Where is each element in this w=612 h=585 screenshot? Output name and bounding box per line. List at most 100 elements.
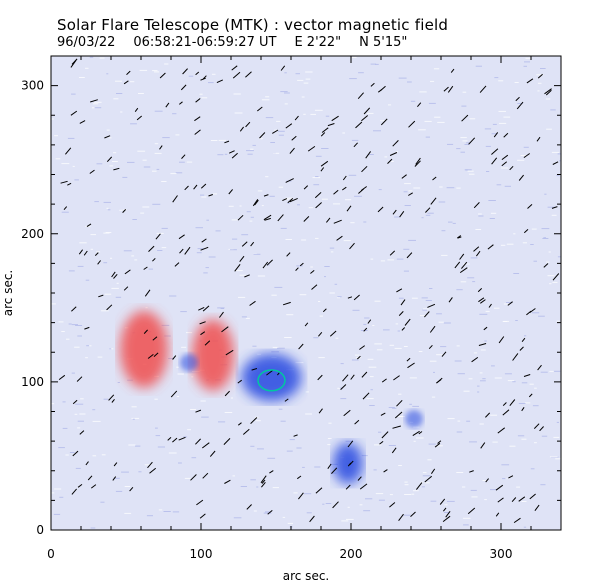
noise-speck — [456, 148, 461, 150]
noise-speck — [415, 437, 424, 439]
x-tick-label: 100 — [190, 547, 213, 561]
noise-speck — [117, 382, 120, 383]
noise-speck — [109, 165, 114, 167]
noise-speck — [169, 295, 177, 297]
noise-speck — [297, 204, 300, 206]
noise-speck — [376, 349, 383, 351]
field-vector — [347, 462, 352, 467]
field-vector — [415, 157, 421, 165]
noise-speck — [99, 57, 105, 59]
field-vector — [250, 417, 258, 424]
noise-speck — [156, 232, 164, 234]
noise-speck — [161, 227, 168, 229]
noise-speck — [313, 337, 319, 339]
field-vector — [537, 73, 543, 79]
noise-speck — [289, 439, 295, 441]
noise-speck — [131, 406, 137, 408]
noise-speck — [468, 378, 473, 380]
field-vector — [430, 468, 436, 474]
field-vector — [523, 374, 531, 377]
noise-speck — [361, 455, 368, 457]
field-vector — [551, 206, 558, 209]
noise-speck — [318, 301, 321, 302]
noise-speck — [90, 234, 96, 236]
noise-speck — [128, 444, 136, 446]
noise-speck — [250, 445, 255, 447]
noise-speck — [507, 380, 515, 382]
noise-speck — [218, 139, 227, 141]
noise-speck — [429, 288, 433, 289]
field-vector — [295, 267, 299, 271]
noise-speck — [154, 110, 163, 112]
noise-speck — [58, 321, 64, 323]
noise-speck — [467, 267, 470, 269]
noise-speck — [390, 161, 394, 162]
field-vector — [432, 176, 437, 181]
noise-speck — [218, 421, 226, 423]
noise-speck — [293, 492, 298, 494]
field-vector — [259, 132, 266, 139]
field-vector — [442, 515, 451, 522]
noise-speck — [489, 218, 495, 219]
noise-speck — [375, 493, 384, 495]
noise-speck — [556, 320, 560, 322]
field-vector — [111, 398, 115, 403]
field-vector — [289, 147, 295, 154]
noise-speck — [427, 212, 434, 214]
noise-speck — [340, 363, 344, 365]
field-vector — [76, 376, 83, 382]
noise-speck — [410, 100, 416, 102]
noise-speck — [156, 168, 160, 170]
noise-speck — [463, 263, 470, 265]
field-vector — [457, 235, 462, 239]
field-vector — [322, 308, 327, 313]
noise-speck — [378, 189, 382, 191]
noise-speck — [100, 501, 105, 503]
field-vector — [483, 326, 488, 331]
field-vector — [60, 180, 68, 184]
field-vector — [289, 197, 298, 203]
noise-speck — [325, 115, 330, 117]
noise-speck — [285, 198, 289, 200]
field-vector — [90, 99, 98, 103]
noise-speck — [332, 472, 337, 474]
field-vector — [219, 311, 224, 318]
noise-speck — [101, 454, 106, 456]
field-vector — [143, 266, 148, 270]
noise-speck — [556, 421, 559, 423]
field-vector — [513, 517, 521, 524]
field-vector — [346, 205, 352, 212]
field-vector — [310, 270, 315, 274]
noise-speck — [280, 227, 287, 229]
noise-speck — [284, 92, 290, 94]
noise-speck — [246, 211, 251, 213]
noise-speck — [228, 205, 234, 207]
field-vector — [148, 245, 155, 252]
noise-speck — [106, 129, 110, 131]
noise-speck — [130, 123, 137, 125]
field-vector — [261, 479, 266, 484]
noise-speck — [325, 503, 332, 504]
noise-speck — [397, 330, 400, 332]
field-vector — [441, 351, 447, 357]
noise-speck — [363, 323, 367, 325]
noise-speck — [257, 190, 263, 192]
field-vector — [174, 262, 180, 267]
field-vector — [437, 440, 442, 444]
noise-speck — [250, 216, 254, 218]
noise-speck — [479, 423, 484, 425]
field-vector — [544, 88, 552, 95]
noise-speck — [534, 442, 537, 444]
noise-speck — [482, 480, 487, 481]
noise-speck — [387, 259, 394, 261]
field-vector — [261, 481, 266, 488]
field-vector — [340, 384, 347, 390]
noise-speck — [154, 71, 160, 73]
noise-speck — [115, 80, 122, 82]
noise-speck — [115, 490, 123, 492]
noise-speck — [424, 120, 432, 122]
noise-speck — [296, 447, 302, 449]
noise-speck — [240, 486, 247, 487]
noise-speck — [492, 441, 498, 443]
field-vector — [228, 150, 235, 154]
